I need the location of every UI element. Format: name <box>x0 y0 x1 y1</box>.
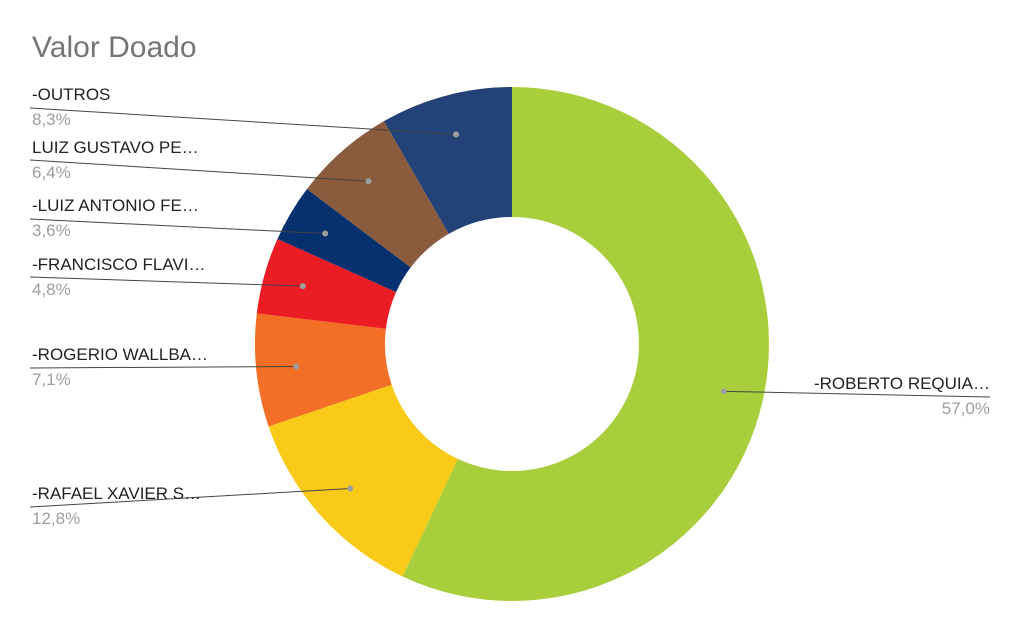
leader-line-0 <box>723 390 991 398</box>
slice-label-1: -RAFAEL XAVIER S… <box>32 484 201 503</box>
slice-1 <box>268 384 458 577</box>
slice-percent-1: 12,8% <box>32 509 80 528</box>
leader-dot-2 <box>293 363 300 370</box>
chart-title: Valor Doado <box>32 31 197 64</box>
labels-group: -ROBERTO REQUIA… 57,0% -RAFAEL XAVIER S… 12… <box>32 85 990 528</box>
leader-dot-3 <box>299 283 306 290</box>
leader-lines-group <box>29 107 991 508</box>
slice-label-2: -ROGERIO WALLBA… <box>32 345 208 364</box>
slice-label-5: LUIZ GUSTAVO PE… <box>32 138 199 157</box>
slice-percent-5: 6,4% <box>32 163 71 182</box>
slice-5 <box>306 121 449 268</box>
slices-group <box>255 87 769 601</box>
leader-dot-1 <box>347 485 354 492</box>
slice-percent-3: 4,8% <box>32 280 71 299</box>
slice-label-4: -LUIZ ANTONIO FE… <box>32 196 199 215</box>
slice-6 <box>383 87 512 234</box>
leader-dot-5 <box>365 178 372 185</box>
slice-label-6: -OUTROS <box>32 85 110 104</box>
slice-percent-2: 7,1% <box>32 370 71 389</box>
slice-label-3: -FRANCISCO FLAVI… <box>32 255 205 274</box>
slice-4 <box>277 189 411 293</box>
leader-line-4 <box>29 218 326 235</box>
slice-3 <box>256 238 397 329</box>
slice-percent-4: 3,6% <box>32 221 71 240</box>
leader-line-1 <box>29 488 351 508</box>
leader-line-6 <box>29 107 457 135</box>
leader-line-2 <box>29 365 297 369</box>
leader-dot-6 <box>453 131 460 138</box>
leader-line-3 <box>29 276 303 287</box>
slice-label-0: -ROBERTO REQUIA… <box>814 374 990 393</box>
slice-2 <box>255 313 392 427</box>
leader-dot-4 <box>322 230 329 237</box>
slice-percent-0: 57,0% <box>942 399 990 418</box>
slice-0 <box>402 87 769 601</box>
slice-percent-6: 8,3% <box>32 110 71 129</box>
leader-line-5 <box>29 159 369 182</box>
leader-dot-0 <box>720 388 727 395</box>
